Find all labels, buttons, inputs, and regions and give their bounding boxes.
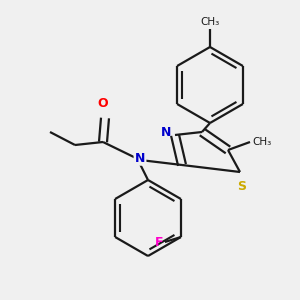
Text: S: S	[238, 180, 247, 193]
Text: N: N	[160, 127, 171, 140]
Text: O: O	[98, 97, 108, 110]
Text: CH₃: CH₃	[200, 17, 220, 27]
Text: N: N	[135, 152, 145, 164]
Text: F: F	[154, 236, 163, 248]
Text: CH₃: CH₃	[252, 137, 271, 147]
